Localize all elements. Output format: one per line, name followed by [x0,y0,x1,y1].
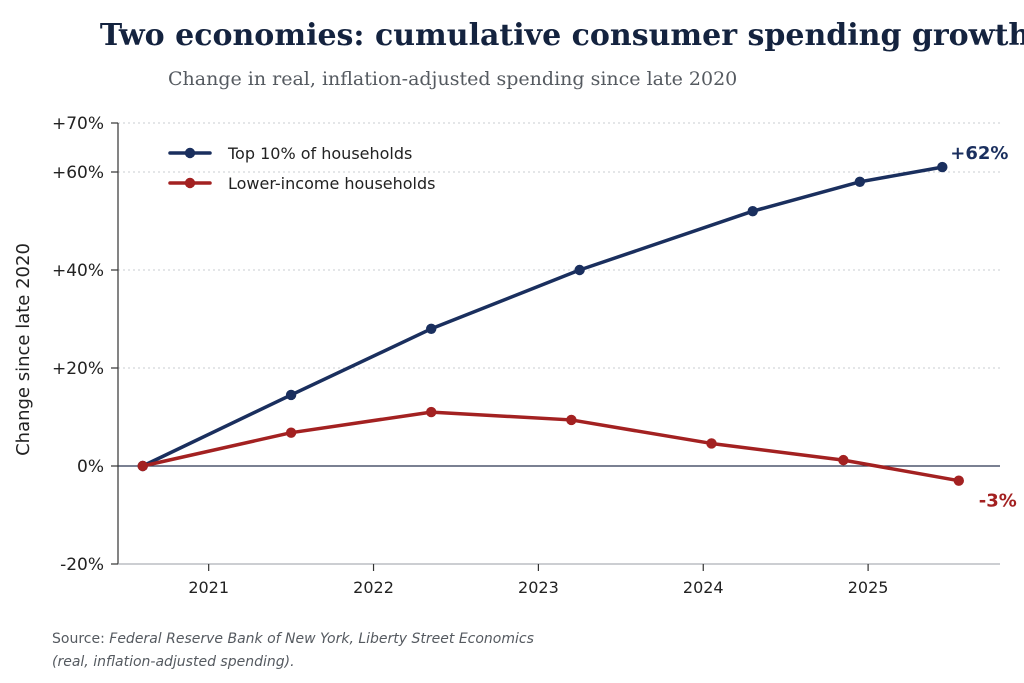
source-text-line2: (real, inflation-adjusted spending). [52,654,295,670]
series-layer [137,161,964,486]
x-tick-label: 2021 [188,578,229,597]
source-text-line1: Federal Reserve Bank of New York, Libert… [109,631,534,647]
chart-subtitle: Change in real, inflation-adjusted spend… [168,68,738,90]
y-axis-title: Change since late 2020 [13,243,34,456]
y-tick-label: +20% [52,359,104,379]
y-tick-label: -20% [60,555,104,575]
data-point [566,414,577,426]
data-point [838,454,849,466]
legend-label: Lower-income households [228,174,435,193]
data-point [953,475,964,486]
end-label: +62% [950,143,1008,164]
data-point [937,161,948,173]
series-line-lower-income [140,410,961,483]
data-point [137,460,148,472]
data-point [285,389,297,401]
x-tick-label: 2023 [518,578,559,597]
x-tick-label: 2022 [353,578,394,597]
legend-swatch-marker [184,177,196,189]
data-point [574,264,585,276]
y-tick-label: +40% [52,261,104,281]
data-point [706,438,717,449]
y-tick-label: +60% [52,163,104,183]
x-tick-label: 2024 [683,578,724,597]
legend: Top 10% of households Lower-income househ… [168,144,435,193]
end-label: -3% [979,491,1017,512]
label-layer: +62% -3% [950,143,1017,512]
data-point [854,176,866,187]
legend-label: Top 10% of households [227,144,412,163]
source-label: Source: [52,631,105,647]
axis-layer: -20% 0% +20% +40% +60% +70% 2021 2022 2023 2024 20… [13,114,1000,597]
chart-title: Two economies: cumulative consumer spend… [99,18,1024,53]
series-line-top10 [140,165,945,468]
data-point [747,206,758,217]
data-point [426,323,437,334]
source-note: Source: Federal Reserve Bank of New York… [52,628,534,674]
data-point [426,406,437,418]
y-tick-label: +70% [52,114,104,134]
data-point [285,427,297,438]
legend-swatch-marker [184,147,196,159]
x-tick-label: 2025 [848,578,889,597]
y-tick-label: 0% [77,457,104,477]
